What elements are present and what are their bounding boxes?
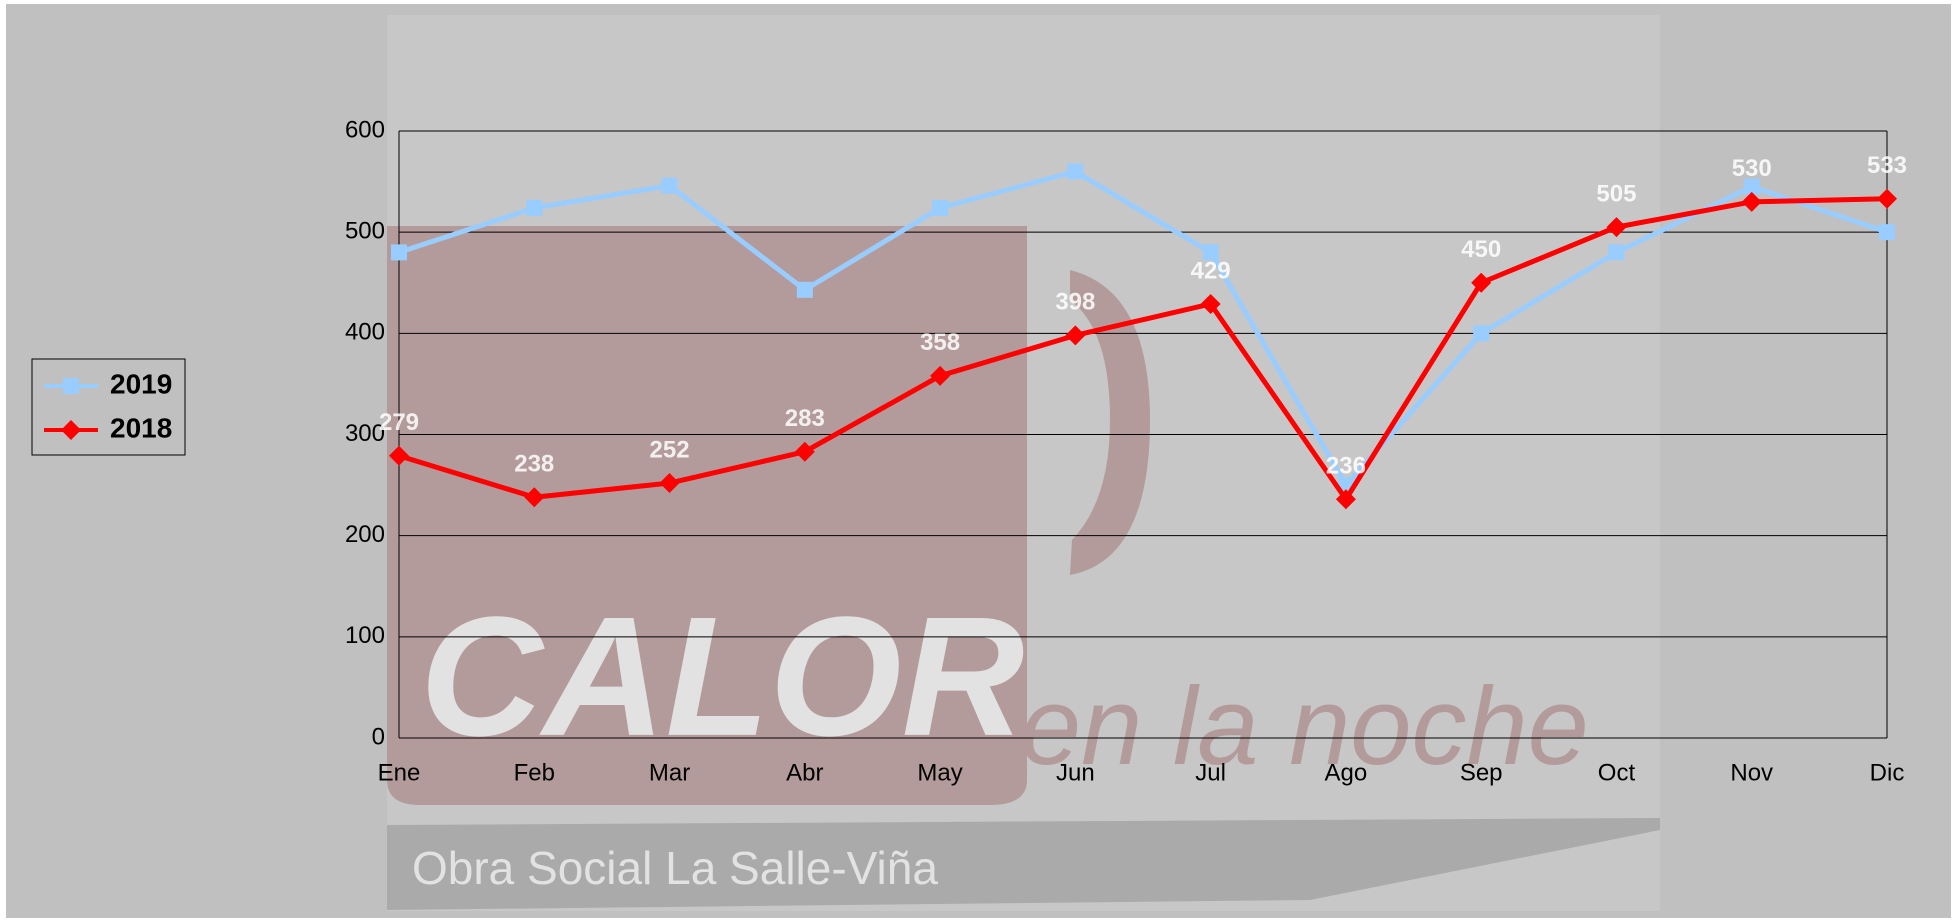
x-tick-label: Dic — [1870, 759, 1905, 786]
data-label: 505 — [1596, 180, 1636, 207]
y-tick-label: 600 — [345, 116, 385, 143]
data-point — [1879, 224, 1895, 240]
legend-marker — [63, 378, 79, 394]
x-tick-label: Oct — [1598, 759, 1636, 786]
watermark-title: CALOR — [420, 582, 1024, 772]
y-tick-label: 500 — [345, 218, 385, 245]
data-label: 358 — [920, 329, 960, 356]
watermark-subtitle: en la noche — [1020, 665, 1589, 788]
data-point — [1067, 163, 1083, 179]
x-tick-label: Jul — [1195, 759, 1226, 786]
chart: CALOR en la noche Obra Social La Salle-V… — [0, 0, 1957, 922]
x-tick-label: May — [917, 759, 962, 786]
legend: 2019 2018 — [32, 359, 185, 455]
data-point — [932, 200, 948, 216]
legend-label: 2018 — [110, 412, 172, 443]
x-tick-label: Nov — [1730, 759, 1773, 786]
y-tick-label: 400 — [345, 319, 385, 346]
data-label: 238 — [514, 451, 554, 478]
y-tick-label: 200 — [345, 521, 385, 548]
data-label: 429 — [1191, 257, 1231, 284]
legend-label: 2019 — [110, 368, 172, 399]
x-tick-label: Abr — [786, 759, 823, 786]
data-point — [391, 244, 407, 260]
data-label: 530 — [1732, 155, 1772, 182]
data-point — [662, 178, 678, 194]
data-point — [1473, 325, 1489, 341]
x-tick-label: Ago — [1325, 759, 1368, 786]
data-point — [797, 282, 813, 298]
data-label: 236 — [1326, 453, 1366, 480]
watermark-footer: Obra Social La Salle-Viña — [412, 842, 938, 894]
data-label: 252 — [650, 436, 690, 463]
y-tick-label: 100 — [345, 622, 385, 649]
data-label: 279 — [379, 409, 419, 436]
y-tick-label: 0 — [372, 723, 385, 750]
data-point — [1608, 244, 1624, 260]
x-tick-label: Jun — [1056, 759, 1095, 786]
data-label: 533 — [1867, 152, 1907, 179]
data-label: 450 — [1461, 236, 1501, 263]
x-tick-label: Ene — [378, 759, 421, 786]
x-tick-label: Sep — [1460, 759, 1503, 786]
x-tick-label: Feb — [514, 759, 555, 786]
x-tick-label: Mar — [649, 759, 690, 786]
data-label: 398 — [1055, 289, 1095, 316]
data-label: 283 — [785, 405, 825, 432]
data-point — [526, 200, 542, 216]
